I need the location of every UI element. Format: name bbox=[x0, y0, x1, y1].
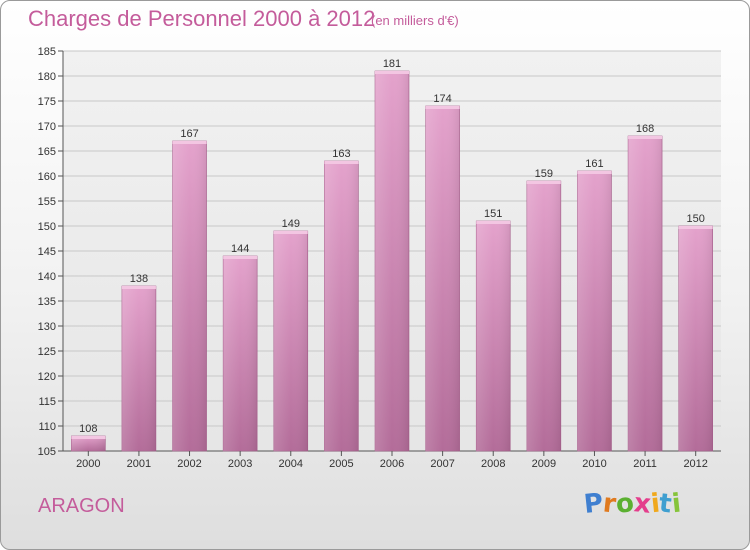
bar-top bbox=[223, 256, 258, 259]
x-tick-label: 2011 bbox=[633, 458, 657, 470]
bar bbox=[577, 170, 612, 452]
y-tick-label: 175 bbox=[38, 96, 56, 108]
town-name: ARAGON bbox=[38, 495, 125, 517]
bar bbox=[273, 230, 309, 452]
bar bbox=[374, 70, 410, 452]
y-tick-label: 140 bbox=[38, 271, 56, 283]
data-label: 167 bbox=[180, 128, 198, 140]
bar-top bbox=[425, 106, 460, 109]
x-tick-label: 2000 bbox=[76, 458, 100, 470]
y-tick-label: 170 bbox=[38, 121, 56, 133]
x-tick-label: 2007 bbox=[430, 458, 454, 470]
data-label: 150 bbox=[687, 213, 705, 225]
y-tick-label: 130 bbox=[38, 321, 56, 333]
x-tick-label: 2001 bbox=[127, 458, 151, 470]
bars-group: 108 138 167 144 149 163 181 174 151 159 161 168 150 bbox=[71, 58, 713, 452]
bar bbox=[526, 180, 562, 452]
y-tick-label: 160 bbox=[38, 171, 56, 183]
x-tick-label: 2006 bbox=[380, 458, 404, 470]
bar bbox=[324, 160, 359, 452]
y-tick-label: 135 bbox=[38, 296, 56, 308]
x-tick-label: 2008 bbox=[481, 458, 505, 470]
y-tick-label: 110 bbox=[38, 421, 56, 433]
logo-letter: i bbox=[670, 488, 683, 520]
bar bbox=[121, 285, 157, 452]
y-tick-label: 165 bbox=[38, 146, 56, 158]
bar-shade bbox=[375, 71, 409, 451]
bar-shade bbox=[425, 106, 460, 451]
bar-shade bbox=[526, 181, 561, 451]
y-tick-label: 105 bbox=[38, 446, 56, 458]
bar-top bbox=[628, 136, 663, 139]
y-tick-label: 145 bbox=[38, 246, 56, 258]
bar bbox=[425, 105, 460, 452]
bar-shade bbox=[71, 436, 106, 451]
chart-title: Charges de Personnel 2000 à 2012 bbox=[28, 6, 376, 31]
bar-shade bbox=[121, 286, 156, 451]
x-tick-label: 2003 bbox=[228, 458, 252, 470]
bar-shade bbox=[172, 141, 207, 451]
data-label: 151 bbox=[484, 208, 502, 220]
data-label: 108 bbox=[79, 423, 97, 435]
bar bbox=[172, 140, 207, 452]
bar bbox=[222, 255, 258, 452]
data-label: 168 bbox=[636, 123, 654, 135]
x-axis: 2000 2001 2002 2003 2004 2005 2006 2007 2008 2009… bbox=[76, 451, 708, 470]
bar-top bbox=[375, 71, 409, 74]
bar-shade bbox=[628, 136, 663, 451]
bar-top bbox=[71, 436, 106, 439]
bar-shade bbox=[324, 161, 359, 451]
bar-top bbox=[273, 231, 308, 234]
x-tick-label: 2005 bbox=[329, 458, 353, 470]
y-tick-label: 155 bbox=[38, 196, 56, 208]
x-tick-label: 2002 bbox=[177, 458, 201, 470]
bar-shade bbox=[678, 226, 713, 451]
y-tick-label: 185 bbox=[38, 46, 56, 58]
data-label: 163 bbox=[332, 148, 350, 160]
bar-shade bbox=[577, 171, 612, 451]
bar bbox=[627, 135, 663, 452]
bar-shade bbox=[273, 231, 308, 451]
x-tick-label: 2012 bbox=[683, 458, 707, 470]
bar-top bbox=[324, 161, 359, 164]
y-tick-label: 125 bbox=[38, 346, 56, 358]
bar-top bbox=[121, 286, 156, 289]
bar-top bbox=[172, 141, 207, 144]
y-tick-label: 150 bbox=[38, 221, 56, 233]
x-tick-label: 2009 bbox=[532, 458, 556, 470]
data-label: 138 bbox=[130, 273, 148, 285]
data-label: 174 bbox=[433, 93, 451, 105]
bar-shade bbox=[223, 256, 258, 451]
x-tick-label: 2004 bbox=[279, 458, 303, 470]
bar-top bbox=[678, 226, 713, 229]
data-label: 149 bbox=[282, 218, 300, 230]
data-label: 181 bbox=[383, 58, 401, 70]
chart-subtitle: (en milliers d'€) bbox=[371, 13, 459, 28]
proxiti-logo: Proxiti bbox=[582, 488, 683, 520]
bar-top bbox=[577, 171, 612, 174]
bar bbox=[475, 220, 511, 452]
y-tick-label: 120 bbox=[38, 371, 56, 383]
bar-top bbox=[526, 181, 561, 184]
data-label: 144 bbox=[231, 243, 249, 255]
x-tick-label: 2010 bbox=[582, 458, 606, 470]
data-label: 161 bbox=[585, 158, 603, 170]
bar bbox=[678, 225, 713, 452]
bar bbox=[71, 435, 106, 452]
bar-shade bbox=[476, 221, 511, 451]
y-tick-label: 115 bbox=[38, 396, 56, 408]
y-tick-label: 180 bbox=[38, 71, 56, 83]
bar-top bbox=[476, 221, 511, 224]
data-label: 159 bbox=[535, 168, 553, 180]
